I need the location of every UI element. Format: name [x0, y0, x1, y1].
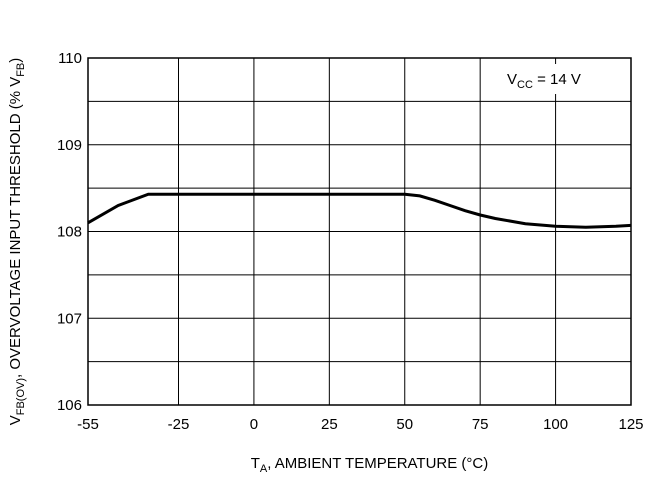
label-part: , OVERVOLTAGE INPUT THRESHOLD (% V [7, 77, 24, 378]
label-part: , AMBIENT TEMPERATURE (°C) [267, 455, 488, 472]
x-tick-label: 25 [321, 416, 338, 433]
y-axis-label: VFB(OV), OVERVOLTAGE INPUT THRESHOLD (% … [7, 58, 27, 426]
subscript: FB [15, 63, 27, 77]
label-part: ) [7, 58, 24, 63]
label-part: = 14 V [533, 71, 581, 88]
y-tick-label: 110 [58, 50, 82, 67]
subscript: CC [517, 79, 533, 91]
y-tick-label: 108 [57, 224, 82, 241]
plot-frame [87, 57, 632, 406]
x-tick-label: 75 [472, 416, 489, 433]
y-tick-label: 107 [57, 310, 82, 327]
x-tick-label: 100 [543, 416, 568, 433]
x-tick-label: 50 [396, 416, 413, 433]
subscript: A [260, 463, 268, 475]
x-axis-label: TA, AMBIENT TEMPERATURE (°C) [251, 455, 489, 475]
label-part: T [251, 455, 260, 472]
line-series [87, 192, 632, 229]
x-tick-label: 0 [250, 416, 258, 433]
annotation: VCC = 14 V [507, 71, 581, 91]
y-tick-label: 106 [57, 397, 82, 414]
x-tick-label: 125 [618, 416, 643, 433]
annotation-bg [498, 64, 608, 94]
x-tick-label: -55 [77, 416, 99, 433]
label-part: V [507, 71, 517, 88]
label-part: V [7, 415, 24, 425]
y-tick-label: 109 [57, 137, 82, 154]
subscript: FB(OV) [15, 378, 27, 415]
x-tick-label: -25 [168, 416, 190, 433]
